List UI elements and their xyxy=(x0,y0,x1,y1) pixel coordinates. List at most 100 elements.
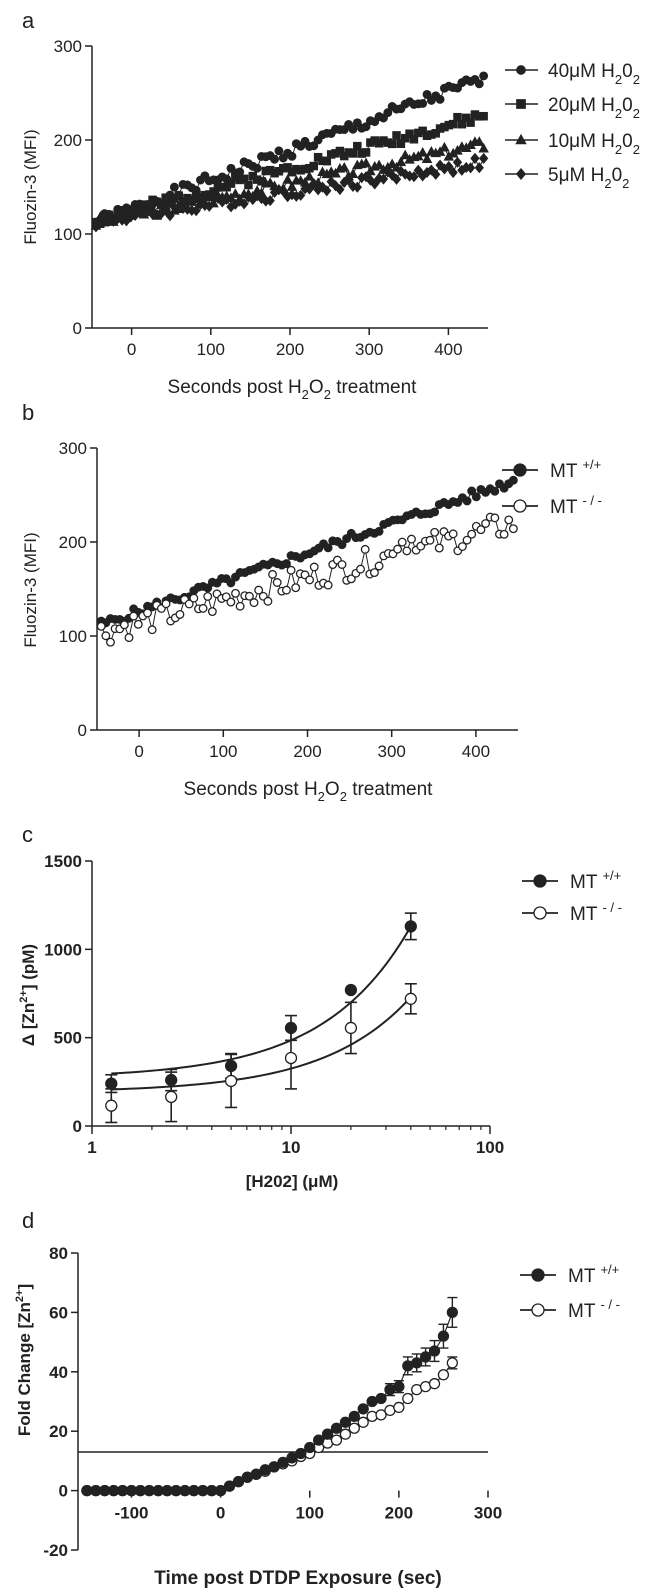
panel-d-x-tick-label: 300 xyxy=(474,1504,502,1523)
panel-label-a: a xyxy=(22,8,35,33)
panel-a-series-3-point xyxy=(452,156,463,168)
panel-a-series-3-point xyxy=(448,166,458,179)
panel-a-series-1-point xyxy=(226,179,236,188)
panel-label-c: c xyxy=(22,822,33,847)
panel-a-series-1-point xyxy=(396,139,406,148)
panel-b-series-1-point xyxy=(96,621,106,631)
panel-a-series-1-point xyxy=(309,161,319,171)
panel-a-series-1-point xyxy=(283,163,292,172)
panel-c-chart: 0 500 1000 1500 1 10 100 Δ [Zn2+] (pM) [H202] … xyxy=(18,852,622,1191)
panel-b-series-1-point xyxy=(282,585,291,595)
panel-d-x-tick-label: 0 xyxy=(216,1504,225,1523)
panel-b-series-1-point xyxy=(356,564,365,574)
panel-b-series-1-point xyxy=(476,525,486,535)
panel-b-series-1-point xyxy=(425,535,435,545)
panel-b-series-1-point xyxy=(462,535,472,545)
panel-a-series-3-point xyxy=(243,191,254,203)
panel-b-series-1-point xyxy=(268,569,278,579)
panel-c-series-1-point xyxy=(165,1090,178,1103)
panel-b-series-1-point xyxy=(175,609,185,619)
panel-a-series-1-point xyxy=(244,180,253,190)
panel-a-series-1-point xyxy=(353,141,362,151)
panel-b-x-tick-label: 400 xyxy=(462,742,490,761)
panel-b-series-1-point xyxy=(508,524,518,534)
panel-b-series-1-point xyxy=(346,574,356,584)
panel-d-series-1-point xyxy=(357,1416,369,1428)
panel-b-series-0-point xyxy=(490,486,500,496)
panel-b-series-0-point xyxy=(337,540,347,550)
panel-a-series-3-point xyxy=(165,210,175,222)
panel-d-series-0-point xyxy=(232,1476,245,1488)
panel-d-series-0-point xyxy=(348,1410,360,1422)
panel-b-series-1-point xyxy=(129,611,139,621)
panel-a-series-1-point xyxy=(431,129,440,138)
panel-b-x-tick-label: 100 xyxy=(209,742,237,761)
panel-a-series-3-point xyxy=(444,160,454,173)
panel-b-legend: MT +/+ MT - / - xyxy=(502,457,602,518)
panel-b-series-1-point xyxy=(133,619,143,629)
panel-b-series-0-point xyxy=(471,492,481,502)
panel-d-series-1-point xyxy=(348,1422,360,1434)
panel-a-x-tick-label: 0 xyxy=(127,340,136,359)
panel-d-chart: -20 0 20 40 60 80 -100 0 100 200 300 Fold Change [… xyxy=(14,1244,620,1589)
panel-d-series-1-point xyxy=(428,1378,441,1390)
panel-b-series-1-point xyxy=(374,561,384,571)
legend-a-2-label: 10μM H202 xyxy=(548,131,640,157)
panel-b-series-1-point xyxy=(291,583,301,593)
panel-a-series-1-point xyxy=(453,112,462,122)
legend-b-1-marker xyxy=(513,499,527,513)
panel-a-series-3-point xyxy=(322,185,332,197)
panel-a-series-3-point xyxy=(413,164,423,176)
panel-a-series-2-point xyxy=(417,147,428,157)
panel-c-x-tick-label: 10 xyxy=(282,1138,301,1157)
panel-b-series-1-point xyxy=(337,560,347,569)
panel-b-series-1-point xyxy=(106,637,115,647)
panel-c-series-1-point xyxy=(105,1099,118,1112)
panel-b-x-axis-title: Seconds post H2O2 treatment xyxy=(184,779,434,804)
panel-b-series-0-point xyxy=(508,475,518,485)
panel-a-y-tick-label: 0 xyxy=(73,319,82,338)
panel-a-series-1-point xyxy=(174,191,183,200)
panel-b-series-0-point xyxy=(282,559,291,569)
panel-a-series-2-point xyxy=(478,142,489,153)
panel-b-series-1-point xyxy=(101,631,111,641)
panel-a-series-2-point xyxy=(395,156,407,167)
panel-a-series-0-point xyxy=(474,79,484,89)
panel-a-series-0-point xyxy=(435,94,445,104)
panel-d-series-0-point xyxy=(250,1468,262,1480)
panel-c-series-0-fit xyxy=(111,925,412,1075)
panel-b-series-1-point xyxy=(203,591,213,601)
panel-d-series-0-point xyxy=(304,1441,316,1454)
panel-d-series-0-point xyxy=(321,1428,334,1440)
panel-c-x-tick-label: 100 xyxy=(476,1138,504,1157)
panel-c-x-tick-label: 1 xyxy=(87,1138,96,1157)
panel-c-y-tick-label: 0 xyxy=(73,1117,82,1136)
panel-a-series-1-point xyxy=(239,174,249,184)
panel-b-series-1-point xyxy=(263,596,273,606)
panel-b-series-1-point xyxy=(369,568,379,578)
panel-d-series-0-point xyxy=(428,1345,441,1357)
panel-a-series-1-point xyxy=(479,111,488,121)
panel-b-series-1-point xyxy=(143,608,152,618)
panel-b-series-1-point xyxy=(305,575,315,585)
panel-d-y-tick-label: 0 xyxy=(59,1482,68,1501)
panel-a-series-2-point xyxy=(360,157,372,168)
panel-b-series-1-point xyxy=(397,537,407,547)
panel-b-series-1-point xyxy=(434,543,444,553)
legend-c-1-marker xyxy=(533,906,547,920)
panel-a-y-tick-label: 100 xyxy=(54,225,82,244)
panel-a-series-3-point xyxy=(235,195,245,207)
panel-b-series-1-point xyxy=(457,542,467,551)
panel-c-series-1-point xyxy=(344,1021,358,1035)
panel-b-series-1-point xyxy=(504,515,514,525)
legend-a-1-marker xyxy=(516,99,526,109)
panel-a-series-3-point xyxy=(400,168,410,180)
panel-a-series-2-point xyxy=(421,153,433,164)
panel-d-series-1-point xyxy=(402,1392,414,1405)
panel-b-series-0-point xyxy=(430,507,440,517)
panel-a-x-tick-label: 100 xyxy=(197,340,225,359)
panel-b-x-tick-label: 300 xyxy=(378,742,406,761)
panel-d-series-1-point xyxy=(446,1357,458,1369)
panel-c-y-tick-label: 500 xyxy=(54,1029,82,1048)
legend-a-1-label: 20μM H202 xyxy=(548,95,640,121)
